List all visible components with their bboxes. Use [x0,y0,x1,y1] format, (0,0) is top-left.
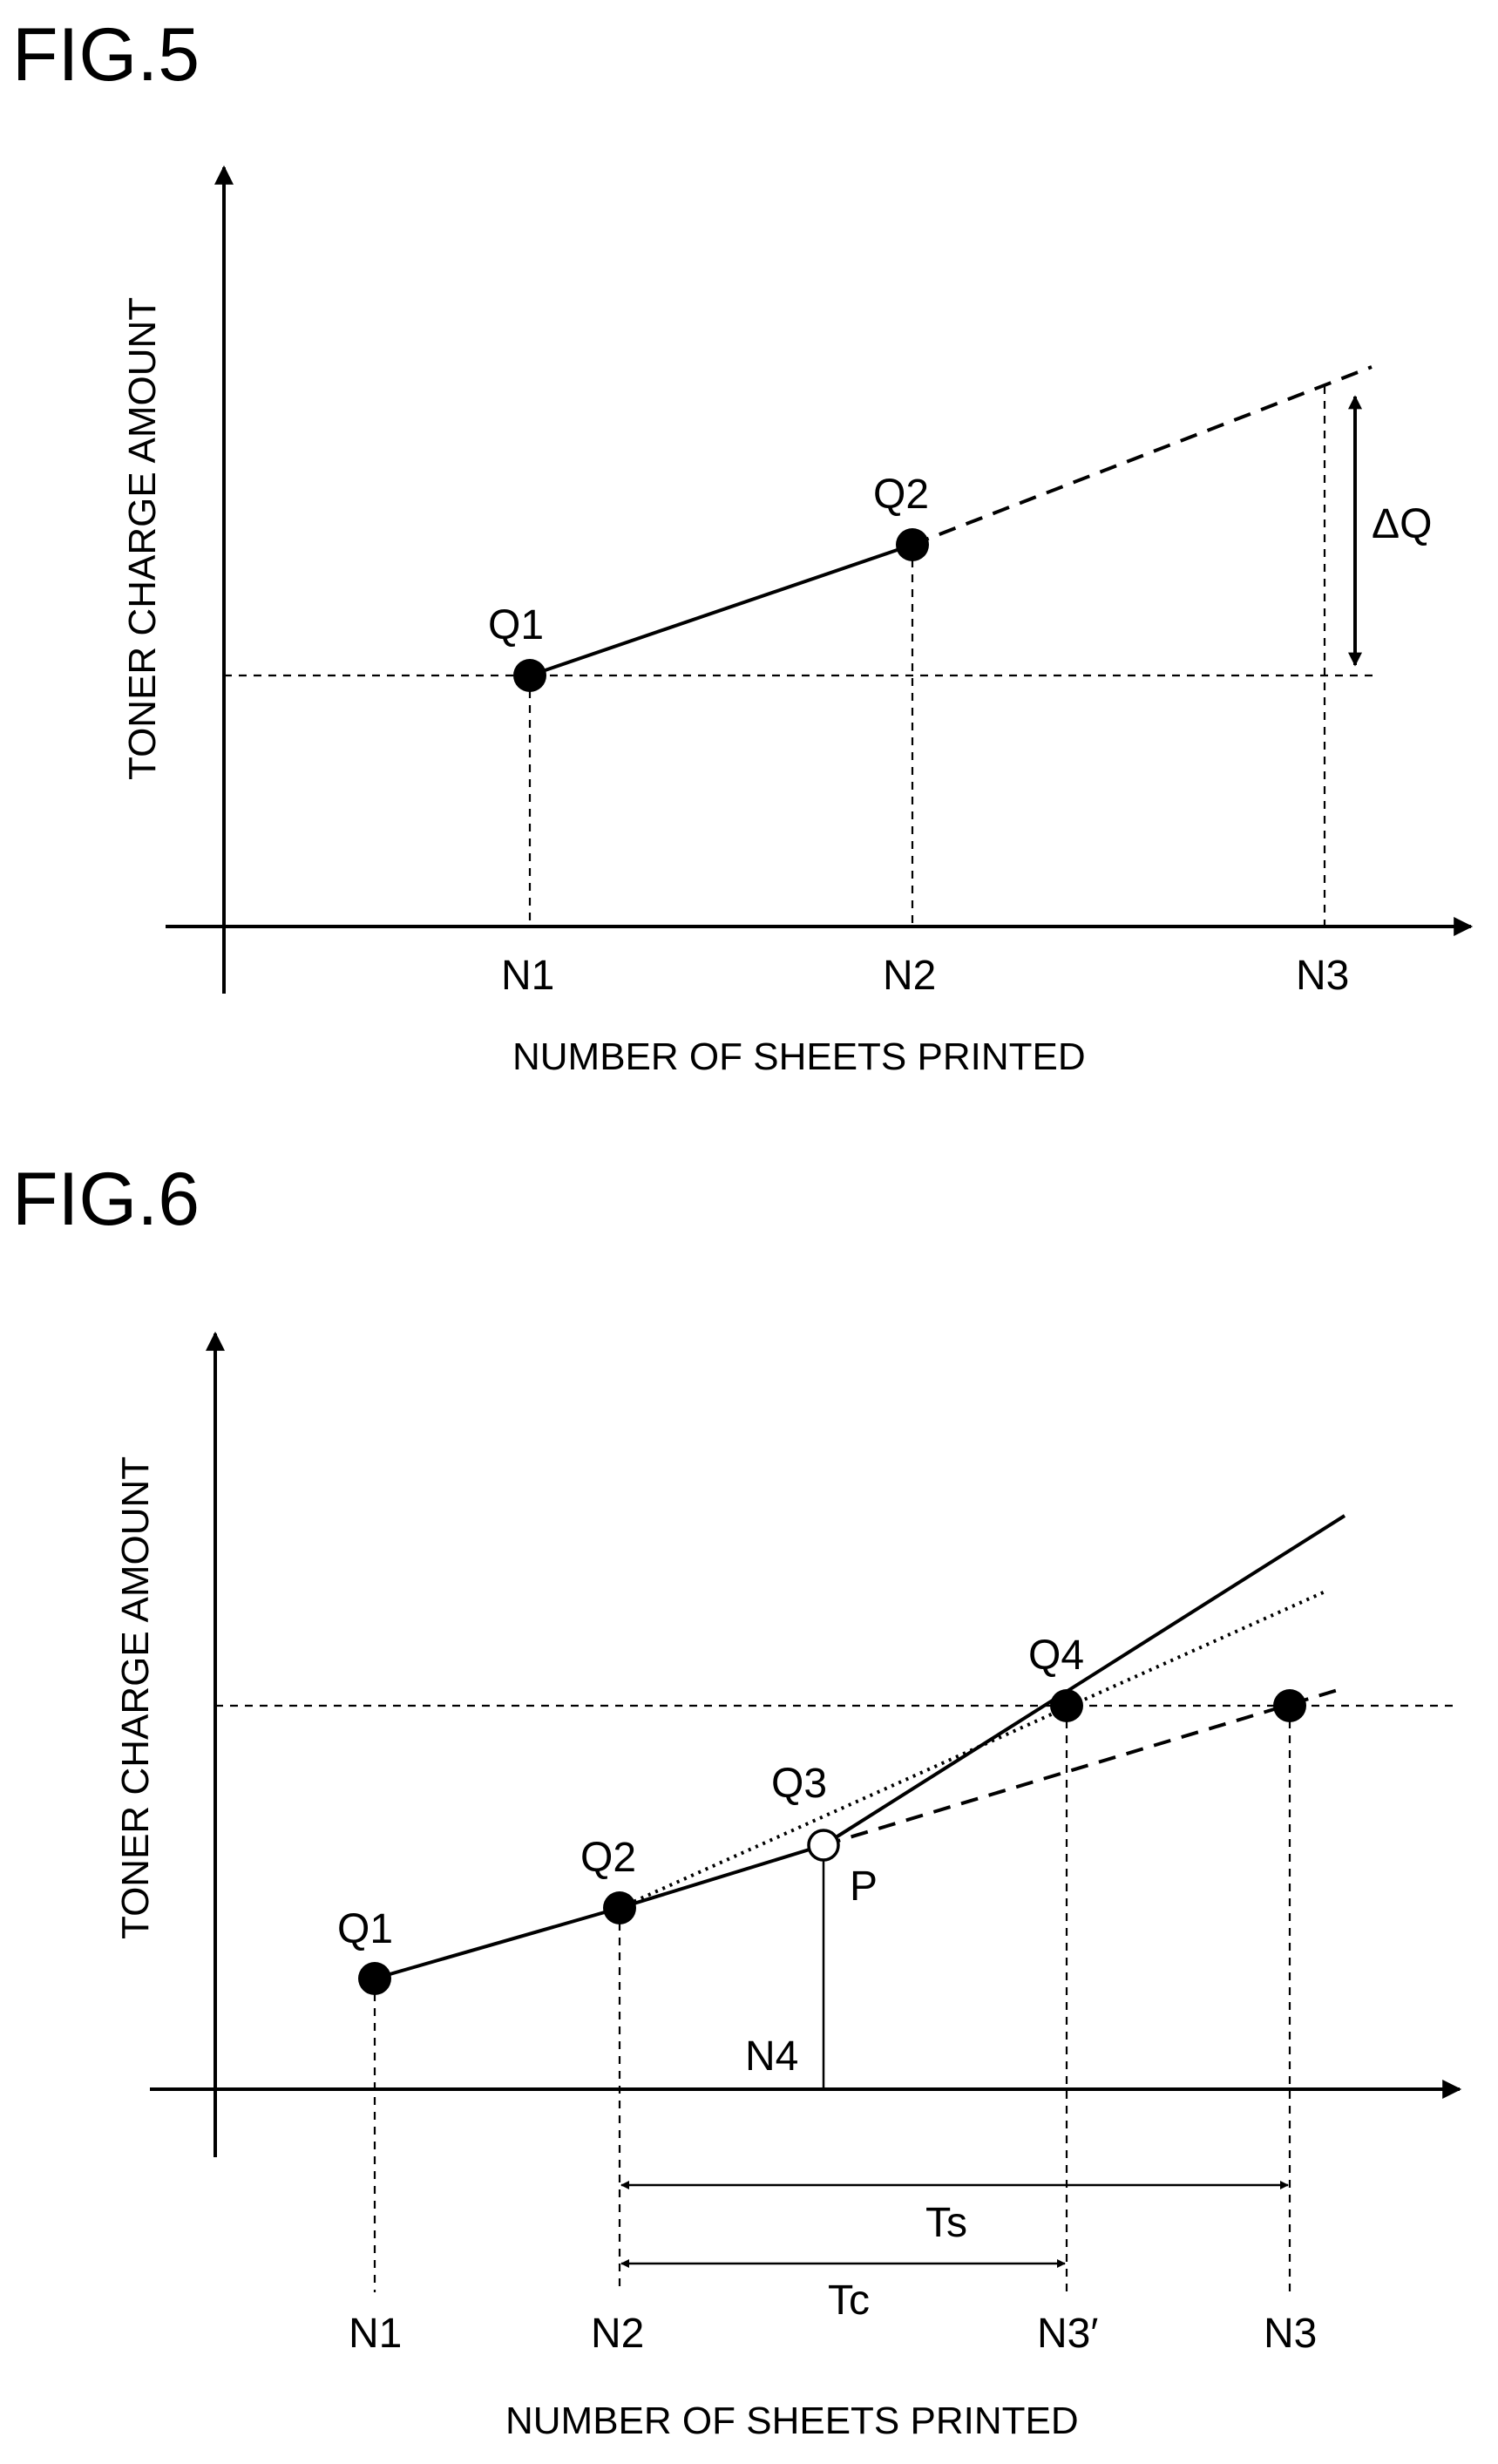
fig6-q1-q2-segment [374,1906,620,1980]
fig6-q2-point [603,1891,636,1924]
fig6-q4-label: Q4 [1028,1632,1084,1679]
fig5-q1-point [513,659,546,692]
fig5-tick-n2: N2 [883,953,936,999]
fig6-y-axis-title: TONER CHARGE AMOUNT [114,1456,157,1939]
fig6-n3-point [1273,1689,1306,1722]
fig5-q2-label: Q2 [873,472,929,518]
fig6-tick-n2: N2 [591,2311,644,2357]
fig5-q2-point [896,528,929,561]
fig6-tick-n3p: N3′ [1037,2311,1098,2357]
fig6-title: FIG.6 [12,1157,200,1241]
fig6-q4-point [1050,1689,1083,1722]
fig6-corrected-line [822,1514,1346,1847]
fig6-tick-n1: N1 [349,2311,402,2357]
fig5-measured-segment [529,543,913,677]
fig5-tick-n3: N3 [1296,953,1349,999]
fig5-delta-q-label: ΔQ [1372,501,1432,547]
fig6-extrapolation [823,1686,1347,1847]
fig6: FIG.6 Q1 Q2 Q3 Q4 P N4 Ts Tc [12,1157,1462,2442]
fig6-tc-label: Tc [828,2277,870,2324]
fig6-q3-point [807,1829,840,1862]
fig6-q1-label: Q1 [337,1906,393,1952]
fig6-x-axis-title: NUMBER OF SHEETS PRINTED [505,2400,1079,2442]
fig5-y-axis-title: TONER CHARGE AMOUNT [121,297,164,780]
fig5-q1-label: Q1 [488,602,544,648]
fig5-x-axis-title: NUMBER OF SHEETS PRINTED [512,1035,1086,1078]
fig6-p-label: P [850,1863,878,1910]
fig6-tick-n4: N4 [745,2033,798,2080]
fig6-q3-label: Q3 [771,1761,827,1807]
fig5-tick-n1: N1 [501,953,554,999]
fig5-title: FIG.5 [12,13,200,97]
fig6-ts-label: Ts [925,2200,967,2246]
fig6-q2-label: Q2 [580,1835,636,1881]
fig6-tick-n3: N3 [1264,2311,1317,2357]
fig5: FIG.5 Q1 Q2 ΔQ N1 N2 N3 NUMBER OF SHEETS… [12,13,1474,1078]
fig6-q1-point [358,1962,391,1995]
fig5-extrapolation [912,365,1373,546]
fig6-q2-p-segment [619,1843,824,1910]
